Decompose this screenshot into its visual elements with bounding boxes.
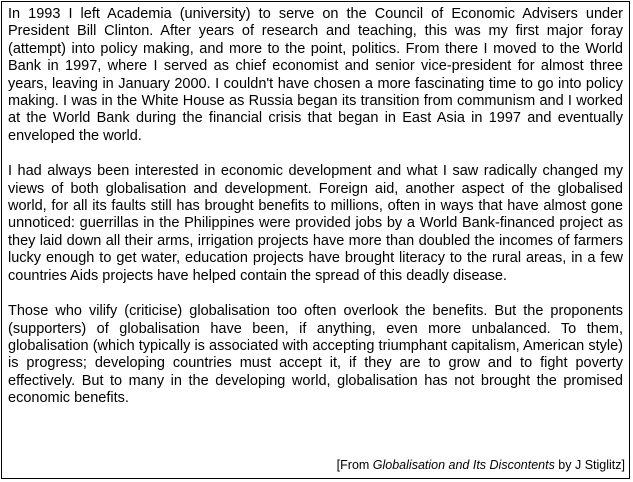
source-prefix: [From xyxy=(336,458,373,472)
paragraph-2: I had always been interested in economic… xyxy=(8,163,623,284)
source-citation: [From Globalisation and Its Discontents … xyxy=(337,458,625,473)
paragraph-1: In 1993 I left Academia (university) to … xyxy=(8,6,623,144)
source-title: Globalisation and Its Discontents xyxy=(372,458,555,472)
source-suffix: by J Stiglitz] xyxy=(554,458,625,472)
paragraph-3: Those who vilify (criticise) globalisati… xyxy=(8,303,623,407)
